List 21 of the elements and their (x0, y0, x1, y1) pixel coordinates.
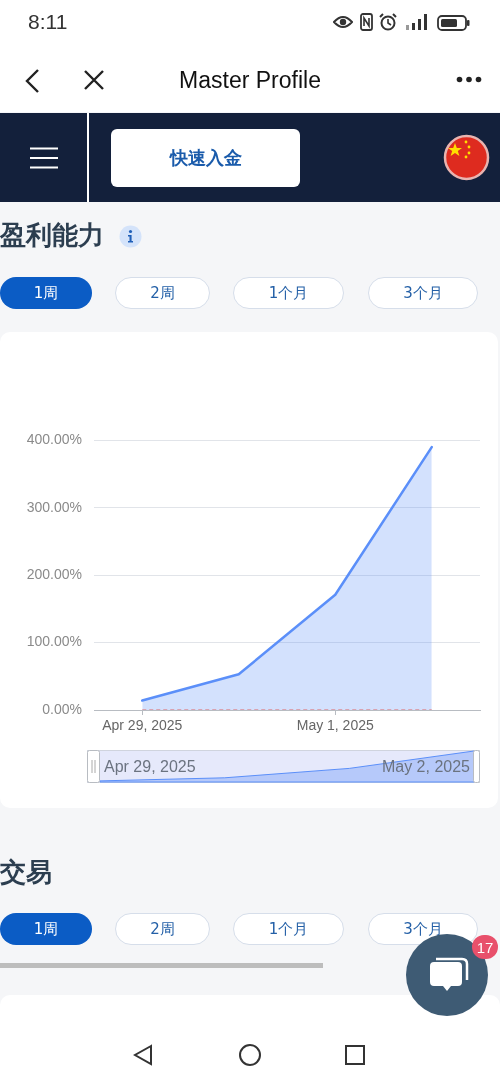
period-button: 2周 (115, 913, 210, 945)
notification-badge: 17 (472, 935, 498, 959)
period-button: 1周 (0, 277, 92, 309)
y-tick-label: 100.00% (26, 633, 82, 650)
period-button: 1个月 (233, 277, 344, 309)
period-button: 1周 (0, 913, 92, 945)
range-slider: Apr 29, 2025 May 2, 2025 (87, 750, 480, 783)
deposit-button: 快速入金 (111, 129, 300, 187)
y-tick-label: 0.00% (42, 700, 82, 717)
text: Master Profile (179, 67, 321, 93)
text: 交易 (0, 857, 52, 887)
x-tick-label: Apr 29, 2025 (102, 717, 183, 734)
y-tick-label: 400.00% (26, 431, 82, 448)
text: 8:11 (28, 10, 68, 33)
chart-title: 盈利能力 (0, 220, 104, 250)
x-tick-label: May 1, 2025 (296, 717, 374, 734)
period-button: 1个月 (233, 913, 344, 945)
period-button: 3个月 (368, 277, 478, 309)
y-tick-label: 200.00% (26, 566, 82, 583)
period-button: 2周 (115, 277, 210, 309)
y-tick-label: 300.00% (26, 498, 82, 515)
